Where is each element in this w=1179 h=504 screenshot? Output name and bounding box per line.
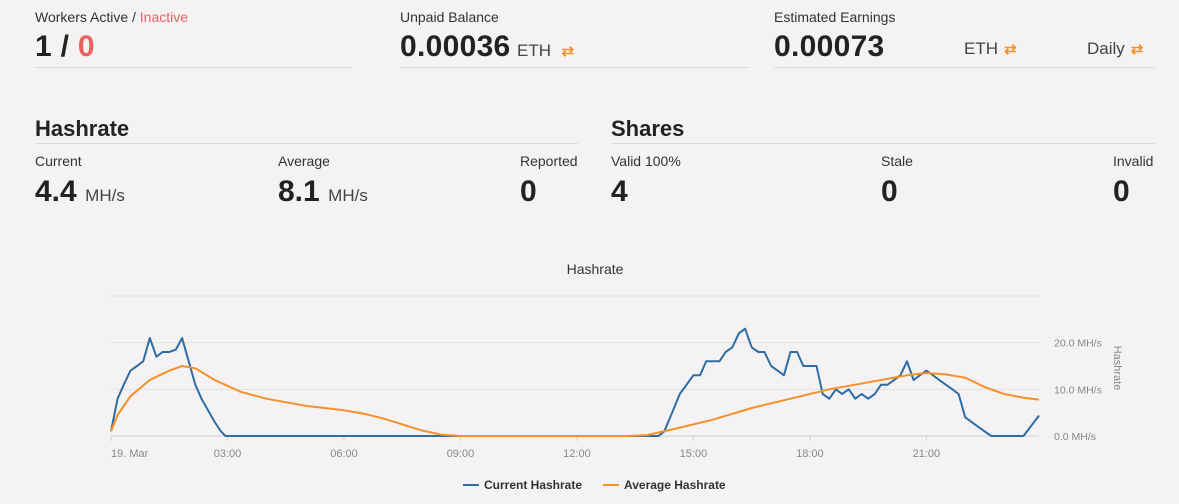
- estimated-earnings-label: Estimated Earnings: [774, 9, 896, 25]
- chart-y-axis-title: Hashrate: [1111, 346, 1123, 391]
- hashrate-chart[interactable]: Hashrate 19. Mar 03:00 06:00 09:00 12:00 15:0…: [0, 250, 1179, 504]
- shares-valid-label: Valid 100%: [611, 153, 681, 169]
- y-tick-label: 0.0 MH/s: [1054, 431, 1096, 443]
- x-tick-label: 03:00: [214, 448, 242, 460]
- x-tick-label: 19. Mar: [111, 448, 149, 460]
- hashrate-current-unit: MH/s: [85, 186, 125, 205]
- estimated-earnings-value: 0.00073: [774, 30, 885, 63]
- chart-grid: [111, 295, 1039, 437]
- shares-section-title: Shares: [611, 116, 685, 141]
- shares-stale-label: Stale: [881, 153, 913, 169]
- workers-count-separator: /: [52, 30, 78, 63]
- x-tick-label: 21:00: [913, 448, 941, 460]
- hashrate-reported-value: 0: [520, 175, 537, 208]
- series-line-current-hashrate: [110, 327, 1040, 437]
- legend-item[interactable]: Current Hashrate: [484, 478, 582, 492]
- hashrate-current-value: 4.4: [35, 175, 77, 208]
- hashrate-average-value: 8.1: [278, 175, 320, 208]
- x-tick-label: 09:00: [447, 448, 475, 460]
- unpaid-balance-label: Unpaid Balance: [400, 9, 499, 25]
- earnings-divider: [774, 67, 1155, 68]
- shares-invalid-label: Invalid: [1113, 153, 1154, 169]
- chart-series: [110, 327, 1040, 437]
- x-tick-label: 06:00: [330, 448, 358, 460]
- y-tick-label: 10.0 MH/s: [1054, 384, 1102, 396]
- workers-divider: [35, 67, 352, 68]
- earnings-currency-toggle[interactable]: ETH ⇄: [964, 39, 1017, 59]
- shares-valid-value: 4: [611, 175, 628, 208]
- chart-x-axis: 19. Mar 03:00 06:00 09:00 12:00 15:00 18:00 21:…: [110, 436, 941, 460]
- chart-title: Hashrate: [567, 261, 624, 277]
- period-swap-icon[interactable]: ⇄: [1130, 41, 1144, 58]
- x-tick-label: 12:00: [563, 448, 591, 460]
- x-tick-label: 18:00: [796, 448, 824, 460]
- workers-label: Workers Active / Inactive: [35, 9, 188, 25]
- chart-legend[interactable]: Current Hashrate Average Hashrate: [463, 478, 726, 492]
- legend-item[interactable]: Average Hashrate: [624, 478, 726, 492]
- unpaid-balance-row: 0.00036 ETH ⇄: [400, 30, 574, 64]
- workers-inactive-count: 0: [77, 30, 95, 63]
- currency-swap-icon[interactable]: ⇄: [561, 43, 575, 60]
- hashrate-reported-label: Reported: [520, 153, 578, 169]
- earnings-period: Daily: [1087, 39, 1125, 58]
- workers-active-label: Workers Active: [35, 9, 129, 25]
- x-tick-label: 15:00: [680, 448, 708, 460]
- earnings-period-toggle[interactable]: Daily ⇄: [1087, 39, 1143, 59]
- unpaid-balance-value: 0.00036: [400, 30, 511, 63]
- workers-active-count: 1: [35, 30, 52, 63]
- hashrate-current-row: 4.4 MH/s: [35, 175, 125, 209]
- hashrate-average-label: Average: [278, 153, 330, 169]
- hashrate-current-label: Current: [35, 153, 82, 169]
- workers-label-separator: /: [128, 9, 140, 25]
- hashrate-average-unit: MH/s: [328, 186, 368, 205]
- shares-invalid-value: 0: [1113, 175, 1130, 208]
- earnings-currency: ETH: [964, 39, 998, 58]
- series-line-average-hashrate: [110, 365, 1040, 437]
- unpaid-divider: [400, 67, 750, 68]
- shares-section-divider: [611, 143, 1155, 144]
- workers-count: 1 / 0: [35, 30, 95, 64]
- unpaid-balance-currency: ETH: [517, 41, 551, 60]
- y-tick-label: 20.0 MH/s: [1054, 338, 1102, 350]
- workers-inactive-label: Inactive: [139, 9, 189, 25]
- shares-stale-value: 0: [881, 175, 898, 208]
- chart-y-axis: 0.0 MH/s 10.0 MH/s 20.0 MH/s: [1054, 338, 1102, 443]
- hashrate-section-divider: [35, 143, 578, 144]
- hashrate-section-title: Hashrate: [35, 116, 130, 141]
- currency-swap-icon[interactable]: ⇄: [1004, 41, 1017, 58]
- hashrate-average-row: 8.1 MH/s: [278, 175, 368, 209]
